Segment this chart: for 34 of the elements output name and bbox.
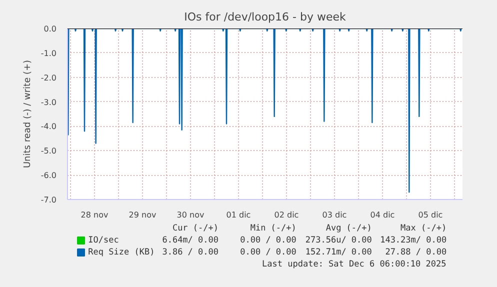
x-tick-label: 29 nov [128, 210, 156, 220]
text: 3.86 / 0.00 [162, 248, 219, 258]
text: 152.71m/ 0.00 [305, 248, 372, 258]
text: 0.00 / 0.00 [240, 236, 296, 246]
x-tick-label: 01 dic [226, 210, 251, 220]
text: Cur (-/+) [172, 224, 219, 234]
text: 6.64m/ 0.00 [162, 236, 219, 246]
chart-title: IOs for /dev/loop16 - by week [184, 10, 347, 24]
y-tick-label: -6.0 [40, 171, 56, 180]
text: 27.88 / 0.00 [385, 248, 447, 258]
x-tick-label: 03 dic [322, 210, 347, 220]
text: 143.23m/ 0.00 [380, 236, 447, 246]
x-tick-label: 30 nov [176, 210, 204, 220]
y-tick-label: -7.0 [40, 196, 56, 204]
y-tick-label: -4.0 [40, 122, 56, 132]
y-tick-label: -1.0 [40, 48, 56, 58]
text: Last update: Sat Dec 6 06:00:10 2025 [262, 260, 446, 270]
text: 0.00 / 0.00 [240, 248, 296, 258]
legend-label: IO/sec [88, 236, 119, 246]
x-tick-label: 05 dic [418, 210, 443, 220]
y-tick-label: -2.0 [40, 73, 56, 82]
x-tick-label: 28 nov [80, 210, 108, 220]
y-axis-title: Units read (-) / write (+) [22, 60, 33, 168]
y-tick-label: -3.0 [40, 98, 56, 107]
text: Max (-/+) [400, 224, 447, 234]
text: Avg (-/+) [326, 224, 372, 234]
text: 273.56u/ 0.00 [305, 236, 372, 246]
x-tick-label: 04 dic [370, 210, 395, 220]
y-tick-label: 0.0 [44, 24, 57, 34]
x-tick-label: 02 dic [274, 210, 299, 220]
line-series [68, 28, 462, 193]
y-tick-label: -5.0 [40, 146, 56, 156]
text: Min (-/+) [250, 224, 296, 234]
legend-label: Req Size (KB) [88, 248, 155, 258]
